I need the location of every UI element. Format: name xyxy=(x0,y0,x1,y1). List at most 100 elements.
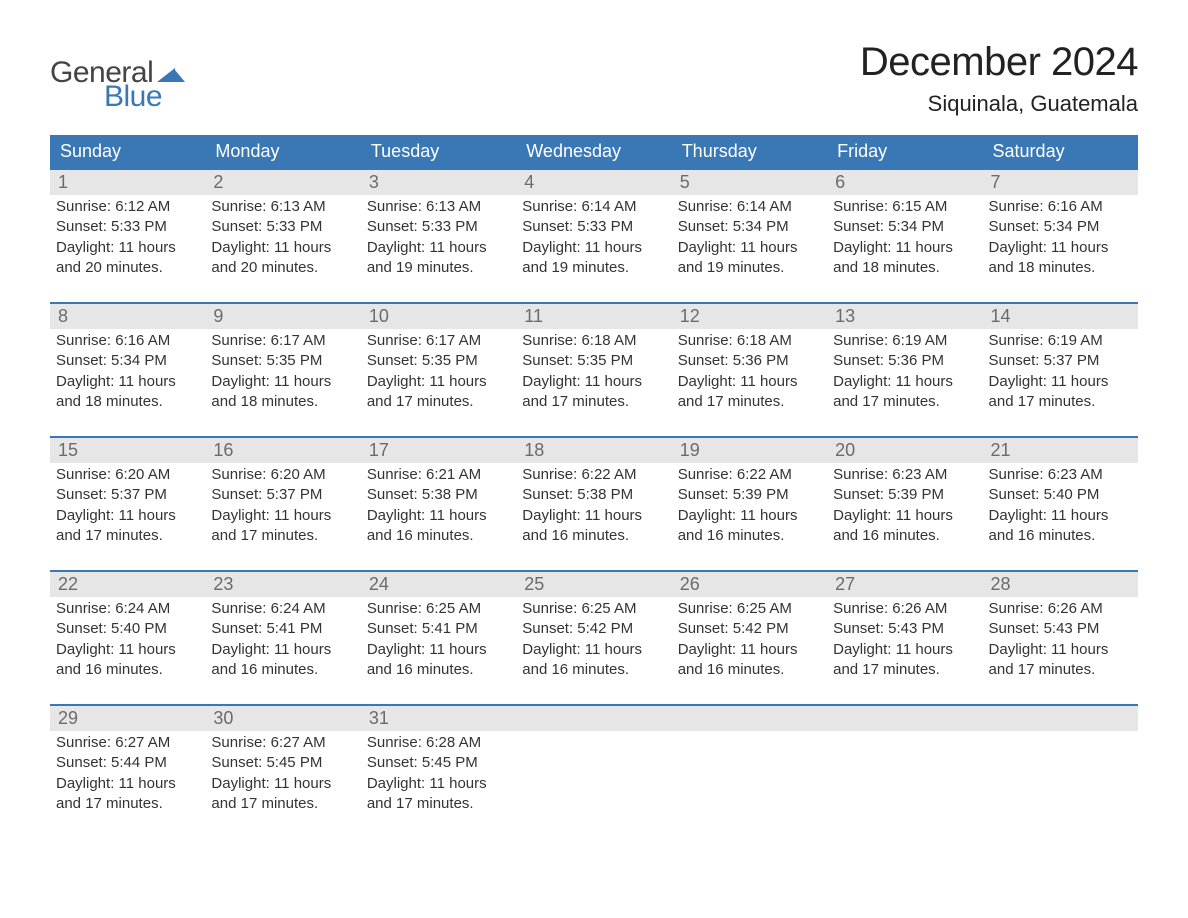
daylight-label-2: and 17 minutes. xyxy=(56,526,199,546)
day-cell: Sunrise: 6:19 AMSunset: 5:37 PMDaylight:… xyxy=(983,329,1138,437)
weekday-header: Friday xyxy=(827,135,982,169)
daylight-label-2: and 17 minutes. xyxy=(211,526,354,546)
day-number-row: 891011121314 xyxy=(50,303,1138,329)
day-number: 16 xyxy=(213,440,233,460)
day-cell: Sunrise: 6:18 AMSunset: 5:35 PMDaylight:… xyxy=(516,329,671,437)
daylight-label-2: and 17 minutes. xyxy=(56,794,199,814)
daylight-label-1: Daylight: 11 hours xyxy=(833,506,976,526)
day-cell: Sunrise: 6:22 AMSunset: 5:38 PMDaylight:… xyxy=(516,463,671,571)
daylight-label-1: Daylight: 11 hours xyxy=(522,506,665,526)
day-cell: Sunrise: 6:21 AMSunset: 5:38 PMDaylight:… xyxy=(361,463,516,571)
daylight-label-1: Daylight: 11 hours xyxy=(211,506,354,526)
day-number-cell: 23 xyxy=(205,571,360,597)
day-number: 8 xyxy=(58,306,68,326)
day-number-row: 1234567 xyxy=(50,169,1138,195)
day-content: Sunrise: 6:18 AMSunset: 5:35 PMDaylight:… xyxy=(522,329,665,412)
day-content: Sunrise: 6:19 AMSunset: 5:37 PMDaylight:… xyxy=(989,329,1132,412)
day-content: Sunrise: 6:24 AMSunset: 5:40 PMDaylight:… xyxy=(56,597,199,680)
daylight-label-2: and 16 minutes. xyxy=(367,526,510,546)
daylight-label-1: Daylight: 11 hours xyxy=(211,238,354,258)
sunset-label: Sunset: 5:33 PM xyxy=(56,217,199,237)
day-content: Sunrise: 6:24 AMSunset: 5:41 PMDaylight:… xyxy=(211,597,354,680)
sunrise-label: Sunrise: 6:14 AM xyxy=(678,197,821,217)
day-number: 10 xyxy=(369,306,389,326)
day-cell: Sunrise: 6:17 AMSunset: 5:35 PMDaylight:… xyxy=(361,329,516,437)
daylight-label-2: and 20 minutes. xyxy=(211,258,354,278)
day-cell: Sunrise: 6:22 AMSunset: 5:39 PMDaylight:… xyxy=(672,463,827,571)
day-number-cell: 7 xyxy=(983,169,1138,195)
daylight-label-1: Daylight: 11 hours xyxy=(989,372,1132,392)
sunrise-label: Sunrise: 6:20 AM xyxy=(211,465,354,485)
sunrise-label: Sunrise: 6:13 AM xyxy=(211,197,354,217)
day-cell xyxy=(827,731,982,838)
daylight-label-1: Daylight: 11 hours xyxy=(367,774,510,794)
daylight-label-1: Daylight: 11 hours xyxy=(989,506,1132,526)
day-cell xyxy=(516,731,671,838)
daylight-label-2: and 17 minutes. xyxy=(989,392,1132,412)
day-number-cell: 6 xyxy=(827,169,982,195)
day-number-cell: 21 xyxy=(983,437,1138,463)
sunset-label: Sunset: 5:37 PM xyxy=(56,485,199,505)
day-number: 29 xyxy=(58,708,78,728)
day-content: Sunrise: 6:28 AMSunset: 5:45 PMDaylight:… xyxy=(367,731,510,814)
daylight-label-1: Daylight: 11 hours xyxy=(367,640,510,660)
weekday-header: Sunday xyxy=(50,135,205,169)
day-number-cell: 12 xyxy=(672,303,827,329)
day-content: Sunrise: 6:19 AMSunset: 5:36 PMDaylight:… xyxy=(833,329,976,412)
daylight-label-2: and 18 minutes. xyxy=(833,258,976,278)
daylight-label-1: Daylight: 11 hours xyxy=(989,238,1132,258)
calendar-table: Sunday Monday Tuesday Wednesday Thursday… xyxy=(50,135,1138,838)
sunrise-label: Sunrise: 6:25 AM xyxy=(678,599,821,619)
day-number-cell: 4 xyxy=(516,169,671,195)
page: General Blue December 2024 Siquinala, Gu… xyxy=(0,0,1188,878)
day-content: Sunrise: 6:18 AMSunset: 5:36 PMDaylight:… xyxy=(678,329,821,412)
daylight-label-2: and 16 minutes. xyxy=(833,526,976,546)
day-number-cell: 20 xyxy=(827,437,982,463)
daylight-label-2: and 16 minutes. xyxy=(989,526,1132,546)
daylight-label-2: and 16 minutes. xyxy=(56,660,199,680)
day-content: Sunrise: 6:16 AMSunset: 5:34 PMDaylight:… xyxy=(989,195,1132,278)
day-cell: Sunrise: 6:14 AMSunset: 5:33 PMDaylight:… xyxy=(516,195,671,303)
sunset-label: Sunset: 5:41 PM xyxy=(367,619,510,639)
day-content: Sunrise: 6:12 AMSunset: 5:33 PMDaylight:… xyxy=(56,195,199,278)
sunset-label: Sunset: 5:40 PM xyxy=(56,619,199,639)
day-number: 30 xyxy=(213,708,233,728)
sunset-label: Sunset: 5:35 PM xyxy=(211,351,354,371)
day-content: Sunrise: 6:26 AMSunset: 5:43 PMDaylight:… xyxy=(989,597,1132,680)
sunrise-label: Sunrise: 6:13 AM xyxy=(367,197,510,217)
daylight-label-1: Daylight: 11 hours xyxy=(678,372,821,392)
day-number-cell: 11 xyxy=(516,303,671,329)
day-number-cell: 24 xyxy=(361,571,516,597)
daylight-label-2: and 17 minutes. xyxy=(833,660,976,680)
day-number-cell: 15 xyxy=(50,437,205,463)
day-number-cell: 25 xyxy=(516,571,671,597)
day-cell: Sunrise: 6:16 AMSunset: 5:34 PMDaylight:… xyxy=(50,329,205,437)
day-cell: Sunrise: 6:13 AMSunset: 5:33 PMDaylight:… xyxy=(205,195,360,303)
daylight-label-2: and 16 minutes. xyxy=(522,660,665,680)
day-content: Sunrise: 6:26 AMSunset: 5:43 PMDaylight:… xyxy=(833,597,976,680)
day-number: 1 xyxy=(58,172,68,192)
daylight-label-1: Daylight: 11 hours xyxy=(56,506,199,526)
weekday-header-row: Sunday Monday Tuesday Wednesday Thursday… xyxy=(50,135,1138,169)
daylight-label-2: and 18 minutes. xyxy=(211,392,354,412)
day-number-cell: 18 xyxy=(516,437,671,463)
daylight-label-1: Daylight: 11 hours xyxy=(211,640,354,660)
day-number-cell: 14 xyxy=(983,303,1138,329)
day-content: Sunrise: 6:23 AMSunset: 5:40 PMDaylight:… xyxy=(989,463,1132,546)
day-number: 23 xyxy=(213,574,233,594)
daylight-label-2: and 19 minutes. xyxy=(678,258,821,278)
sunset-label: Sunset: 5:33 PM xyxy=(211,217,354,237)
sunrise-label: Sunrise: 6:24 AM xyxy=(56,599,199,619)
sunset-label: Sunset: 5:43 PM xyxy=(833,619,976,639)
sunset-label: Sunset: 5:34 PM xyxy=(678,217,821,237)
daylight-label-1: Daylight: 11 hours xyxy=(522,238,665,258)
weekday-header: Tuesday xyxy=(361,135,516,169)
sunrise-label: Sunrise: 6:26 AM xyxy=(989,599,1132,619)
daylight-label-1: Daylight: 11 hours xyxy=(989,640,1132,660)
day-cell: Sunrise: 6:25 AMSunset: 5:42 PMDaylight:… xyxy=(672,597,827,705)
sunset-label: Sunset: 5:37 PM xyxy=(211,485,354,505)
daylight-label-1: Daylight: 11 hours xyxy=(367,372,510,392)
sunrise-label: Sunrise: 6:28 AM xyxy=(367,733,510,753)
sunrise-label: Sunrise: 6:27 AM xyxy=(56,733,199,753)
day-number-row: 293031 xyxy=(50,705,1138,731)
